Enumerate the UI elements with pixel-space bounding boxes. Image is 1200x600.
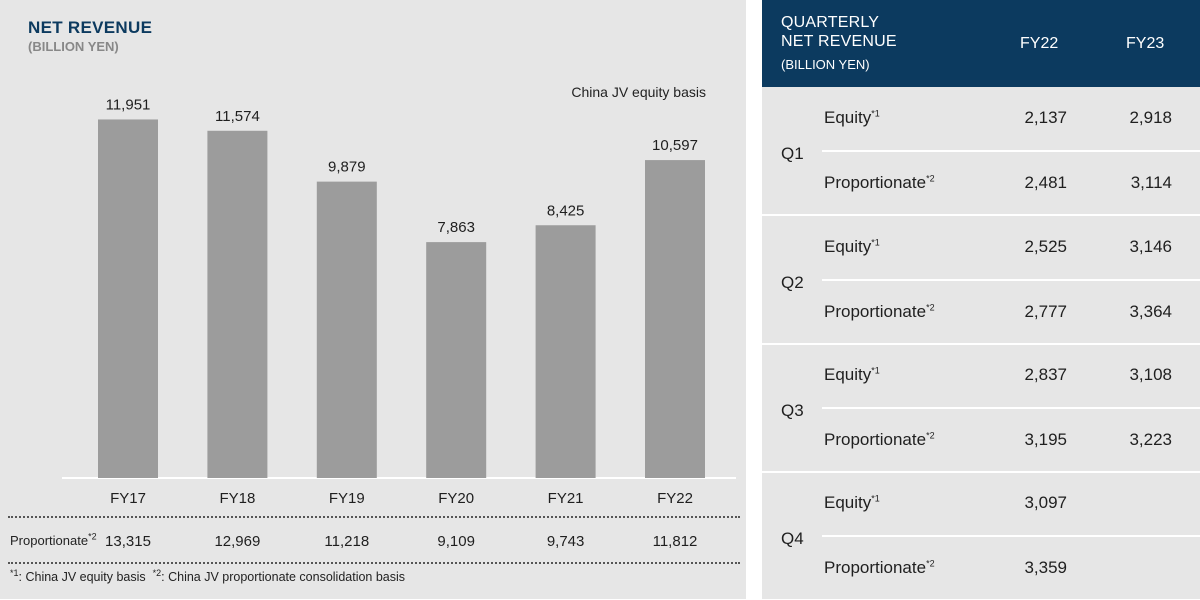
divider-top: [8, 516, 740, 518]
category-label-fy18: FY18: [219, 490, 255, 507]
quarter-separator: [762, 214, 1200, 216]
quarter-separator: [762, 471, 1200, 473]
row-label: Equity*1: [824, 365, 880, 384]
bar-fy20: [426, 242, 487, 478]
quarter-label: Q2: [781, 273, 804, 292]
bar-fy19: [316, 181, 377, 478]
table-header-unit: (BILLION YEN): [781, 57, 870, 72]
column-header-fy23: FY23: [1126, 35, 1165, 52]
bar-fy22: [645, 160, 705, 478]
row-label: Equity*1: [824, 493, 880, 512]
basis-note: China JV equity basis: [571, 84, 706, 100]
row-separator: [822, 279, 1200, 281]
row-label: Proportionate*2: [824, 558, 935, 577]
bar-fy17: [98, 119, 158, 478]
category-label-fy20: FY20: [438, 490, 474, 507]
row-label: Proportionate*2: [824, 430, 935, 449]
category-label-fy19: FY19: [329, 490, 365, 507]
cell-fy22: 2,777: [1024, 302, 1067, 321]
row-label: Equity*1: [824, 237, 880, 256]
bar-fy21: [535, 225, 596, 478]
row-label: Proportionate*2: [824, 302, 935, 321]
footnotes: *1: China JV equity basis *2: China JV p…: [10, 567, 406, 584]
quarterly-table-panel: QUARTERLY NET REVENUE (BILLION YEN) FY22…: [762, 0, 1200, 599]
chart-title: NET REVENUE: [28, 18, 153, 37]
cell-fy22: 3,359: [1024, 558, 1067, 577]
cell-fy23: 3,108: [1129, 365, 1172, 384]
proportionate-value-fy18: 12,969: [214, 533, 260, 550]
quarter-separator: [762, 343, 1200, 345]
cell-fy22: 3,195: [1024, 430, 1067, 449]
bar-fy18: [207, 130, 268, 478]
row-separator: [822, 150, 1200, 152]
proportionate-value-fy17: 13,315: [105, 533, 151, 550]
cell-fy22: 3,097: [1024, 493, 1067, 512]
table-header: QUARTERLY NET REVENUE (BILLION YEN) FY22…: [762, 0, 1200, 87]
value-label-fy18: 11,574: [215, 108, 260, 125]
proportionate-row-label: Proportionate*2: [10, 531, 97, 548]
column-header-fy22: FY22: [1020, 35, 1059, 52]
category-label-fy21: FY21: [548, 490, 584, 507]
row-separator: [822, 535, 1200, 537]
category-label-fy22: FY22: [657, 490, 693, 507]
value-label-fy20: 7,863: [437, 219, 475, 236]
proportionate-value-fy20: 9,109: [437, 533, 475, 550]
proportionate-value-fy21: 9,743: [547, 533, 585, 550]
cell-fy22: 2,837: [1024, 365, 1067, 384]
category-label-fy17: FY17: [110, 490, 146, 507]
quarter-group-q4: Q4 Equity*1 3,097 Proportionate*2 3,359: [762, 472, 1200, 600]
value-label-fy19: 9,879: [328, 159, 366, 176]
proportionate-value-fy19: 11,218: [324, 533, 369, 550]
quarter-label: Q1: [781, 144, 804, 163]
cell-fy22: 2,525: [1024, 237, 1067, 256]
quarter-label: Q3: [781, 401, 804, 420]
table-header-line1: QUARTERLY: [781, 14, 880, 31]
quarter-label: Q4: [781, 529, 804, 548]
chart-subtitle: (BILLION YEN): [28, 39, 119, 54]
net-revenue-panel: NET REVENUE (BILLION YEN) China JV equit…: [0, 0, 746, 599]
bar-chart: 11,951 FY17 13,315 11,574 FY18 12,969 9,879 FY1…: [62, 96, 736, 550]
cell-fy22: 2,481: [1024, 173, 1067, 192]
divider-bottom: [8, 562, 740, 564]
proportionate-value-fy22: 11,812: [653, 533, 698, 550]
cell-fy23: 2,918: [1129, 108, 1172, 127]
cell-fy22: 2,137: [1024, 108, 1067, 127]
row-label: Equity*1: [824, 108, 880, 127]
value-label-fy21: 8,425: [547, 202, 585, 219]
row-separator: [822, 407, 1200, 409]
cell-fy23: 3,146: [1129, 237, 1172, 256]
row-label: Proportionate*2: [824, 173, 935, 192]
table-header-line2: NET REVENUE: [781, 33, 897, 50]
quarter-group-q3: Q3 Equity*1 2,837 3,108 Proportionate*2 3,195…: [762, 344, 1200, 473]
cell-fy23: 3,114: [1130, 173, 1172, 192]
cell-fy23: 3,364: [1129, 302, 1172, 321]
cell-fy23: 3,223: [1129, 430, 1172, 449]
value-label-fy17: 11,951: [106, 96, 151, 113]
value-label-fy22: 10,597: [652, 137, 698, 154]
quarter-group-q2: Q2 Equity*1 2,525 3,146 Proportionate*2 2,777…: [762, 216, 1200, 345]
quarter-group-q1: Q1 Equity*1 2,137 2,918 Proportionate*2 2,481…: [762, 87, 1200, 216]
